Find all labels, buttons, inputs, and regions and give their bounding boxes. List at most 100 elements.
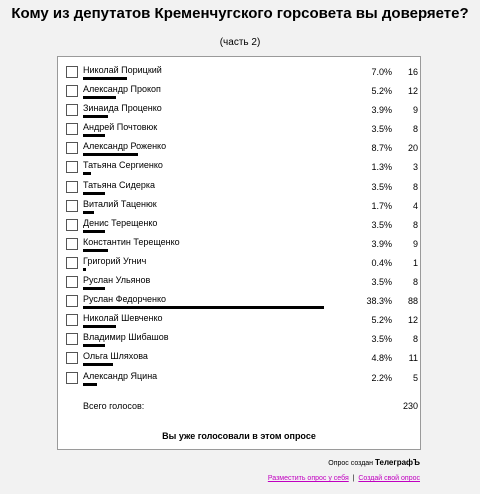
- poll-option-row: Владимир Шибашов 3.5% 8: [58, 330, 420, 349]
- option-vote-count: 8: [412, 277, 418, 288]
- option-vote-count: 9: [412, 238, 418, 249]
- option-result-bar: [83, 115, 108, 119]
- option-name: Александр Роженко: [83, 141, 167, 152]
- option-percent: 3.5%: [371, 277, 392, 288]
- option-result-bar: [83, 382, 97, 386]
- option-vote-count: 11: [408, 353, 418, 364]
- option-checkbox[interactable]: [66, 104, 78, 117]
- create-poll-link[interactable]: Создай свой опрос: [358, 475, 420, 482]
- option-result-bar: [83, 153, 138, 157]
- poll-title: Кому из депутатов Кременчугского горсове…: [11, 5, 469, 22]
- option-result-bar: [83, 306, 324, 310]
- poll-option-row: Николай Порицкий 7.0% 16: [58, 63, 420, 82]
- option-vote-count: 3: [412, 162, 418, 173]
- option-vote-count: 8: [412, 181, 418, 192]
- option-checkbox[interactable]: [66, 371, 78, 384]
- option-percent: 0.4%: [371, 257, 392, 268]
- option-name: Татьяна Сидерка: [83, 179, 155, 190]
- option-percent: 8.7%: [371, 143, 392, 154]
- option-vote-count: 12: [407, 315, 418, 326]
- embed-poll-link[interactable]: Разместить опрос у себя: [267, 475, 349, 482]
- option-name: Виталий Таценюк: [83, 198, 157, 209]
- option-result-bar: [83, 287, 105, 291]
- poll-option-row: Виталий Таценюк 1.7% 4: [58, 197, 420, 216]
- option-name: Зинаида Проценко: [83, 103, 162, 114]
- option-checkbox[interactable]: [66, 142, 78, 155]
- link-separator: |: [350, 475, 357, 482]
- option-checkbox[interactable]: [66, 333, 78, 346]
- option-name: Руслан Федорченко: [83, 294, 167, 305]
- option-name: Ольга Шляхова: [83, 351, 148, 362]
- poll-option-row: Ольга Шляхова 4.8% 11: [58, 349, 420, 368]
- option-percent: 7.0%: [371, 67, 392, 77]
- poll-option-row: Татьяна Сидерка 3.5% 8: [58, 178, 420, 197]
- option-percent: 3.5%: [371, 181, 392, 192]
- option-result-bar: [83, 96, 116, 100]
- option-checkbox[interactable]: [66, 66, 78, 78]
- footer-links: Разместить опрос у себя | Создай свой оп…: [268, 474, 420, 484]
- total-votes-value: 230: [402, 401, 418, 411]
- option-vote-count: 88: [407, 296, 418, 307]
- option-percent: 2.2%: [371, 372, 392, 383]
- option-checkbox[interactable]: [66, 199, 78, 212]
- option-result-bar: [83, 325, 116, 329]
- poll-options-list: Николай Порицкий 7.0% 16 Александр Прокоп 5.…: [58, 63, 420, 388]
- poll-option-row: Андрей Почтовюк 3.5% 8: [58, 120, 420, 139]
- option-percent: 5.2%: [371, 86, 392, 97]
- poll-option-row: Зинаида Проценко 3.9% 9: [58, 101, 420, 120]
- option-name: Владимир Шибашов: [83, 332, 169, 343]
- option-checkbox[interactable]: [66, 256, 78, 269]
- option-name: Николай Шевченко: [83, 313, 163, 324]
- option-result-bar: [83, 229, 105, 233]
- option-vote-count: 8: [412, 124, 418, 135]
- option-checkbox[interactable]: [66, 276, 78, 289]
- created-by-label: Опрос создан: [328, 460, 374, 467]
- option-name: Александр Яцина: [83, 370, 158, 381]
- option-result-bar: [83, 134, 105, 138]
- option-result-bar: [83, 344, 105, 348]
- option-percent: 3.5%: [371, 124, 392, 135]
- option-name: Руслан Ульянов: [83, 275, 151, 286]
- option-vote-count: 20: [407, 143, 418, 154]
- option-result-bar: [83, 363, 113, 367]
- option-checkbox[interactable]: [66, 218, 78, 231]
- option-result-bar: [83, 77, 127, 80]
- option-checkbox[interactable]: [66, 123, 78, 136]
- option-vote-count: 4: [412, 200, 418, 211]
- poll-option-row: Руслан Федорченко 38.3% 88: [58, 292, 420, 311]
- option-percent: 3.9%: [371, 238, 392, 249]
- option-result-bar: [83, 248, 108, 252]
- option-checkbox[interactable]: [66, 314, 78, 327]
- option-name: Григорий Угнич: [83, 255, 147, 266]
- option-vote-count: 12: [407, 86, 418, 97]
- option-name: Константин Терещенко: [83, 236, 180, 247]
- poll-option-row: Руслан Ульянов 3.5% 8: [58, 273, 420, 292]
- poll-panel: Николай Порицкий 7.0% 16 Александр Прокоп 5.…: [57, 56, 421, 450]
- option-checkbox[interactable]: [66, 352, 78, 365]
- option-name: Татьяна Сергиенко: [83, 160, 163, 171]
- option-vote-count: 5: [412, 372, 418, 383]
- option-checkbox[interactable]: [66, 85, 78, 98]
- option-checkbox[interactable]: [66, 161, 78, 174]
- poll-option-row: Александр Прокоп 5.2% 12: [58, 82, 420, 101]
- option-percent: 3.5%: [371, 334, 392, 345]
- option-name: Денис Терещенко: [83, 217, 158, 228]
- option-result-bar: [83, 191, 105, 195]
- option-result-bar: [83, 210, 94, 214]
- option-percent: 4.8%: [371, 353, 392, 364]
- already-voted-message: Вы уже голосовали в этом опросе: [162, 431, 316, 441]
- option-name: Андрей Почтовюк: [83, 122, 158, 133]
- option-vote-count: 9: [412, 105, 418, 116]
- option-percent: 5.2%: [371, 315, 392, 326]
- poll-option-row: Григорий Угнич 0.4% 1: [58, 254, 420, 273]
- option-checkbox[interactable]: [66, 237, 78, 250]
- option-vote-count: 1: [412, 257, 418, 268]
- option-checkbox[interactable]: [66, 180, 78, 193]
- option-percent: 3.5%: [371, 219, 392, 230]
- option-vote-count: 8: [412, 219, 418, 230]
- poll-option-row: Денис Терещенко 3.5% 8: [58, 216, 420, 235]
- option-checkbox[interactable]: [66, 295, 78, 308]
- option-percent: 3.9%: [371, 105, 392, 116]
- option-result-bar: [83, 172, 91, 176]
- poll-credit: Опрос создан ТелеграфЪ: [328, 458, 420, 469]
